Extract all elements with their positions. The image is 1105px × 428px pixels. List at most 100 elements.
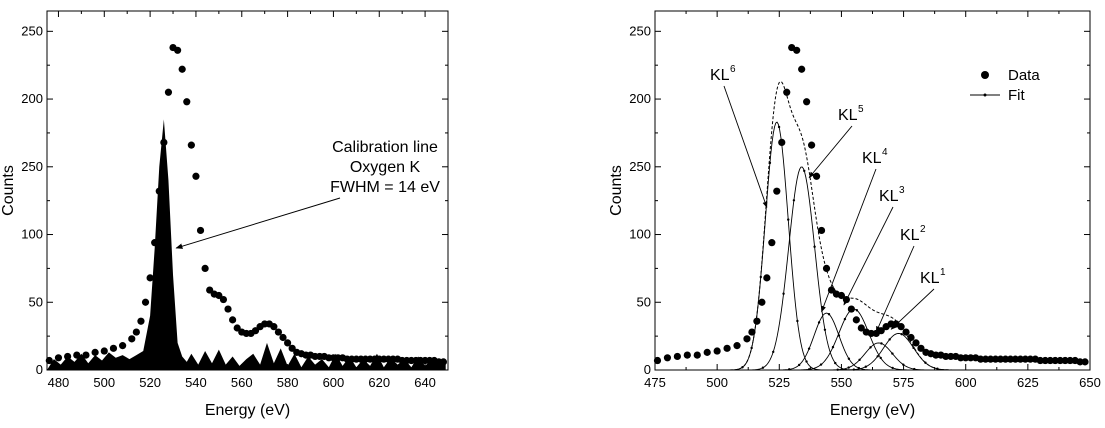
y-axis-title: Counts <box>608 165 625 216</box>
data-point <box>1051 356 1059 365</box>
x-axis-title: Energy (eV) <box>205 402 290 419</box>
data-point <box>119 342 127 350</box>
data-point <box>146 274 154 282</box>
data-point <box>160 138 168 147</box>
fit-component-dot <box>827 313 831 316</box>
data-point <box>128 335 136 343</box>
data-point <box>183 98 191 106</box>
peak-label-kl4: KL <box>862 150 882 167</box>
data-point <box>907 333 915 342</box>
data-point <box>284 339 292 347</box>
fit-component-dot <box>900 332 903 336</box>
plot-frame <box>654 10 1091 371</box>
fit-component-dot <box>817 321 821 324</box>
x-tick-label: 650 <box>1079 375 1101 390</box>
data-point <box>54 354 63 362</box>
data-point <box>758 298 766 306</box>
right-chart-panel: 475 500 525 550 575 600 625 650050100250200250E… <box>608 10 1101 419</box>
x-tick-label: 620 <box>368 375 390 390</box>
x-tick-label: 560 <box>231 375 253 390</box>
data-point <box>986 355 995 363</box>
data-point <box>1011 355 1020 363</box>
data-point <box>137 317 145 325</box>
data-point <box>224 305 232 313</box>
y-tick-label: 0 <box>644 362 651 377</box>
data-point <box>837 291 846 300</box>
fit-component-dot <box>761 366 765 369</box>
fit-component-dot <box>823 328 827 331</box>
data-point <box>982 355 990 363</box>
x-tick-label: 500 <box>706 375 728 390</box>
data-point <box>279 333 287 342</box>
fit-component-dot <box>858 358 861 362</box>
fit-component-dot <box>803 169 806 173</box>
fit-component-dot <box>855 309 859 312</box>
data-point <box>743 335 751 343</box>
x-tick-label: 600 <box>323 375 345 390</box>
data-point <box>778 138 786 147</box>
x-tick-label: 500 <box>93 375 115 390</box>
fit-component-dot <box>813 245 816 248</box>
data-point <box>1021 355 1029 363</box>
data-point <box>1066 356 1074 365</box>
fit-component-dot <box>847 366 850 369</box>
data-point <box>932 351 940 359</box>
data-point <box>73 351 81 359</box>
fit-component-dot <box>834 361 837 365</box>
data-point <box>847 305 855 313</box>
plot-frame <box>46 10 449 371</box>
data-point <box>1061 356 1069 365</box>
fit-component-dot <box>805 360 808 363</box>
data-point <box>174 46 182 54</box>
peak-arrow <box>890 288 935 330</box>
data-point <box>187 141 195 149</box>
data-point <box>1006 355 1015 363</box>
peak-arrow <box>875 245 915 333</box>
data-point <box>270 323 278 331</box>
fit-component-dot <box>847 357 851 360</box>
data-point <box>857 324 865 332</box>
fit-component-dot <box>843 317 847 321</box>
y-tick-label: 50 <box>637 294 651 309</box>
data-point <box>852 316 860 324</box>
fit-component-dot <box>912 346 915 350</box>
data-point <box>151 239 159 247</box>
legend-marker-data <box>981 71 989 79</box>
data-point <box>827 286 836 294</box>
data-point <box>803 98 811 106</box>
data-point <box>902 328 910 336</box>
peak-label-sup: 2 <box>920 224 926 235</box>
data-point <box>957 354 965 362</box>
fit-component-dot <box>876 355 879 358</box>
fit-component-dot <box>888 338 891 341</box>
x-tick-label: 480 <box>48 375 70 390</box>
data-point <box>229 316 237 324</box>
peak-arrow <box>723 85 768 209</box>
fit-component-dot <box>891 366 894 370</box>
peak-label-sup: 1 <box>940 267 946 278</box>
annotation-line: Oxygen K <box>350 159 421 176</box>
data-point <box>100 347 108 355</box>
fit-component-dot <box>819 363 823 366</box>
data-point <box>1041 356 1049 365</box>
fit-component-dot <box>879 356 882 360</box>
data-point <box>947 352 955 361</box>
x-tick-label: 475 <box>644 375 666 390</box>
fit-component-dot <box>869 346 872 349</box>
y-axis-title: Counts <box>0 165 17 216</box>
annotation-line: FWHM = 14 eV <box>330 179 440 196</box>
data-point <box>439 358 448 366</box>
annotation-line: Calibration line <box>332 139 438 156</box>
fit-component-kl4 <box>776 312 877 371</box>
data-point <box>768 239 776 247</box>
data-point <box>178 65 186 73</box>
peak-label-sup: 3 <box>899 185 905 196</box>
data-point <box>962 354 970 362</box>
data-point <box>196 226 205 235</box>
data-point <box>82 351 90 359</box>
y-tick-label: 50 <box>29 294 43 309</box>
data-point <box>798 65 806 73</box>
y-tick-label: 100 <box>629 227 651 242</box>
data-point <box>942 352 950 361</box>
data-point <box>219 295 228 304</box>
